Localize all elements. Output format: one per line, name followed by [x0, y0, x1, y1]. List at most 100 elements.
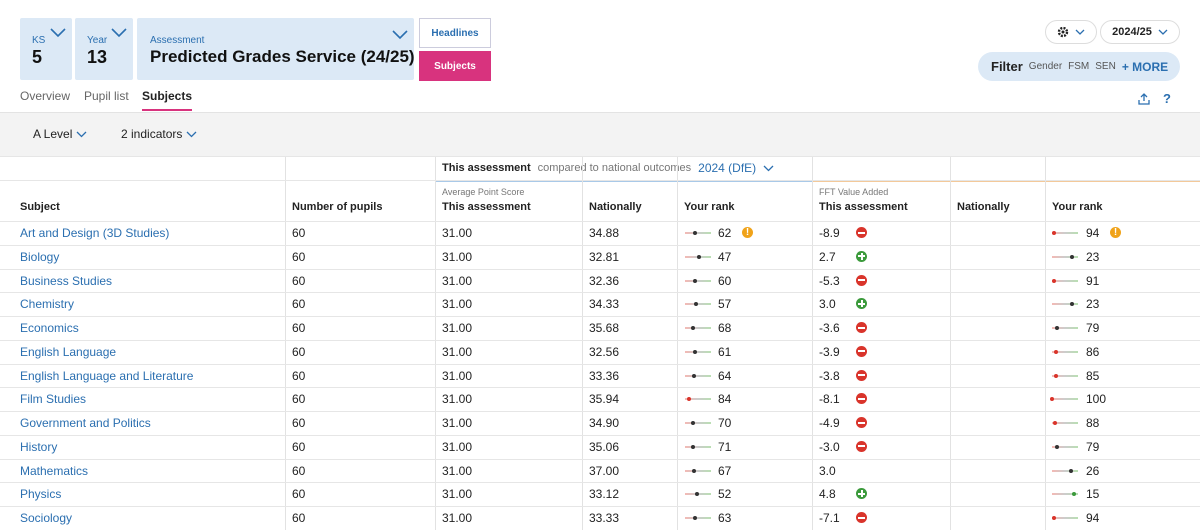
filter-option[interactable]: SEN [1095, 61, 1116, 72]
aps: 31.00 [442, 416, 473, 430]
aps-rank: 52 [718, 487, 732, 502]
pupil-count: 60 [292, 392, 306, 407]
va-rank: 94 [1086, 226, 1100, 240]
aps-national: 33.12 [589, 487, 620, 502]
ks-label: KS [32, 35, 46, 46]
subject-link[interactable]: English Language and Literature [20, 368, 194, 383]
icon-glyph [858, 350, 865, 353]
status-icon [856, 488, 867, 500]
subject-link[interactable]: Chemistry [20, 297, 75, 312]
rank-dot [692, 231, 697, 235]
aps: 31.00 [442, 226, 473, 240]
subject-link[interactable]: Business Studies [20, 273, 113, 288]
icon-glyph [860, 300, 863, 308]
tab[interactable]: Overview [20, 89, 71, 103]
rank-dot [692, 373, 697, 378]
subject-link[interactable]: Sociology [20, 511, 73, 525]
icon-glyph [858, 516, 865, 519]
icon-glyph [860, 490, 863, 498]
row-divider [0, 482, 1200, 484]
rank-dot [693, 278, 698, 283]
rank-dot [1053, 421, 1058, 425]
rank-track [685, 398, 711, 401]
more-filters[interactable]: + MORE [1121, 59, 1169, 74]
va-rank: 85 [1086, 368, 1100, 383]
rank-track [1052, 255, 1078, 258]
row-divider [0, 316, 1200, 317]
aps-national: 34.88 [589, 226, 620, 240]
column-divider [435, 157, 436, 530]
row-divider [0, 411, 1200, 412]
aps: 31.00 [442, 273, 473, 288]
chevron [392, 30, 408, 40]
year-selector[interactable]: Year 13 [75, 18, 133, 80]
subject-link[interactable]: Economics [20, 321, 79, 335]
subject-link[interactable]: Art and Design (3D Studies) [20, 226, 170, 240]
divider [0, 156, 1200, 157]
export-icon[interactable] [1137, 92, 1151, 106]
assessment-value: Predicted Grades Service (24/25) [150, 47, 415, 66]
status-icon [856, 417, 867, 428]
subject-link[interactable]: Biology [20, 249, 60, 264]
rank-dot [691, 468, 696, 473]
aps-national: 37.00 [589, 463, 620, 478]
indicator-selector[interactable]: 2 indicators [121, 127, 197, 141]
help-icon[interactable]: ? [1163, 91, 1171, 106]
aps: 31.00 [442, 439, 473, 454]
settings-button[interactable] [1045, 20, 1097, 44]
aps-rank: 62 [718, 226, 732, 240]
ks-selector[interactable]: KS 5 [20, 18, 72, 80]
subject-link[interactable]: History [20, 439, 58, 454]
subject-link[interactable]: Mathematics [20, 463, 89, 478]
filter-option[interactable]: FSM [1068, 61, 1090, 72]
row-divider [0, 434, 1200, 436]
rank-track [685, 350, 711, 353]
filter-bar[interactable]: Filter Gender FSM SEN + MORE [978, 52, 1180, 81]
status-icon [856, 345, 867, 357]
status-icon [856, 440, 867, 452]
tab-active[interactable]: Subjects [142, 89, 193, 111]
gear-icon [1057, 26, 1069, 38]
rank-dot [1070, 302, 1075, 307]
tab[interactable]: Pupil list [84, 89, 129, 103]
level-selector[interactable]: A Level [33, 127, 87, 141]
rank-dot [694, 302, 699, 307]
row-divider [0, 458, 1200, 460]
rank-dot [1052, 278, 1057, 283]
period-selector[interactable]: 2024/25 [1100, 20, 1180, 44]
subject-link[interactable]: Government and Politics [20, 416, 151, 430]
row-divider [0, 387, 1200, 389]
filter-option[interactable]: Gender [1028, 61, 1063, 72]
column-header: Your rank [684, 201, 735, 213]
status-icon [856, 369, 867, 381]
headlines-button[interactable]: Headlines [419, 18, 491, 48]
divider [0, 180, 1200, 181]
status-icon [856, 512, 867, 523]
rank-track [1052, 422, 1078, 424]
status-icon [856, 227, 867, 238]
rank-track [1052, 279, 1078, 282]
va-rank: 94 [1086, 511, 1100, 525]
aps-national: 35.06 [589, 439, 620, 454]
rank-track [685, 327, 711, 329]
rank-dot [1072, 492, 1077, 497]
aps-rank: 67 [718, 463, 732, 478]
aps-rank: 57 [718, 297, 732, 312]
level: A Level [33, 127, 73, 141]
icon-glyph [858, 231, 865, 234]
assessment-selector[interactable]: Assessment Predicted Grades Service (24/… [137, 18, 415, 80]
aps-rank: 84 [718, 392, 732, 407]
chevron [1158, 29, 1168, 35]
subject-link[interactable]: English Language [20, 344, 117, 359]
subject-link[interactable]: Physics [20, 487, 62, 502]
period: 2024/25 [1112, 26, 1152, 38]
va: -7.1 [819, 511, 840, 525]
rank-dot [687, 397, 692, 402]
pupil-count: 60 [292, 439, 306, 454]
dataset-selector[interactable]: 2024 (DfE) [698, 161, 757, 175]
va-rank: 26 [1086, 463, 1100, 478]
pupil-count: 60 [292, 249, 306, 264]
subjects-button[interactable]: Subjects [419, 51, 491, 81]
subject-link[interactable]: Film Studies [20, 392, 87, 407]
indicators: 2 indicators [121, 127, 183, 141]
